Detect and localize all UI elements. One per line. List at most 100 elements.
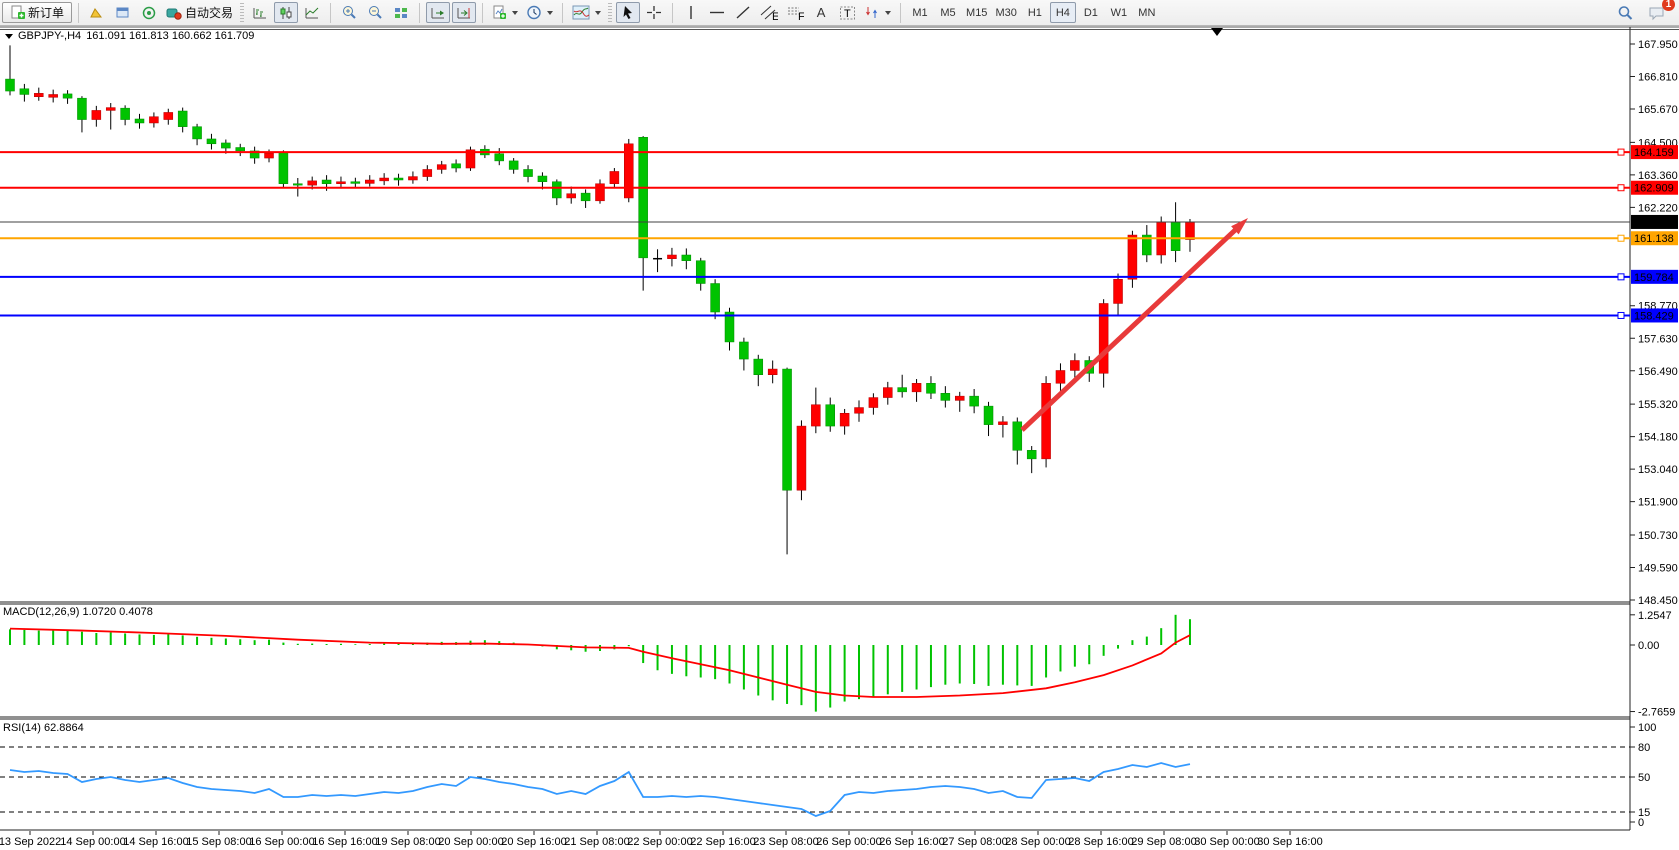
line-anchor-marker[interactable]: [1617, 184, 1625, 192]
market-watch-button[interactable]: [85, 2, 109, 23]
price-tick-label: 148.450: [1638, 595, 1678, 607]
auto-scroll-button[interactable]: [426, 2, 451, 23]
indicators-button[interactable]: [569, 2, 604, 23]
timeframe-button-h4[interactable]: H4: [1049, 2, 1076, 23]
arrows-icon: [866, 7, 877, 18]
trend-arrow-annotation[interactable]: [1020, 218, 1248, 432]
tile-windows-button[interactable]: [389, 2, 413, 23]
price-badge-label: 161.709: [1634, 217, 1674, 229]
separator: [78, 2, 80, 23]
price-badge-label: 158.429: [1634, 310, 1674, 322]
candle-body: [523, 169, 533, 177]
horizontal-lines: [0, 148, 1630, 319]
separator: [900, 2, 902, 23]
line-anchor-marker[interactable]: [1617, 234, 1625, 242]
timeframe-button-m30[interactable]: M30: [995, 6, 1017, 19]
trendline-tool-button[interactable]: [731, 2, 755, 23]
rsi-axis-label: 15: [1638, 807, 1650, 819]
timeframe-button-m15[interactable]: M15: [966, 6, 988, 19]
toolbar-grip: [608, 2, 613, 23]
timeframe-button-mn[interactable]: MN: [1138, 6, 1156, 19]
time-tick-label: 22 Sep 00:00: [627, 836, 692, 848]
price-badge-label: 159.784: [1634, 272, 1674, 284]
bar-chart-button[interactable]: [248, 2, 272, 23]
bar-chart-icon: [253, 7, 267, 18]
price-tick-label: 157.630: [1638, 333, 1678, 345]
candle-body: [451, 163, 461, 169]
price-axis[interactable]: 167.950166.810165.670164.500163.360162.2…: [1630, 39, 1678, 607]
fibo-sub: F: [798, 11, 804, 21]
timeframe-button-m5[interactable]: M5: [940, 6, 956, 19]
label-tool-button[interactable]: T: [835, 2, 859, 23]
timeframe-button-d1[interactable]: D1: [1083, 6, 1098, 19]
timeframe-button-m1[interactable]: M1: [912, 6, 928, 19]
timeframe-button-h1[interactable]: H1: [1027, 6, 1042, 19]
auto-trading-button[interactable]: 自动交易: [163, 2, 236, 23]
zoom-in-button[interactable]: [337, 2, 361, 23]
notifications-button[interactable]: 1: [1645, 0, 1675, 23]
equidistant-channel-icon: E: [760, 5, 778, 21]
candle-body: [782, 368, 792, 491]
price-tick-label: 149.590: [1638, 562, 1678, 574]
chart-shift-button[interactable]: [452, 2, 477, 23]
candle-body: [350, 181, 361, 184]
rsi-axis-label: 50: [1638, 772, 1650, 784]
trend-arrow-shaft: [1020, 227, 1239, 432]
price-tick-label: 163.360: [1638, 170, 1678, 182]
price-badge-label: 161.138: [1634, 233, 1674, 245]
line-anchor-marker[interactable]: [1617, 273, 1625, 281]
chart-title[interactable]: GBPJPY-,H4 161.091 161.813 160.662 161.7…: [5, 30, 254, 42]
time-tick-label: 22 Sep 16:00: [690, 836, 755, 848]
hline-tool-button[interactable]: [705, 2, 729, 23]
toolbar-grip: [240, 2, 245, 23]
time-tick-label: 20 Sep 00:00: [438, 836, 503, 848]
periods-button[interactable]: [523, 2, 556, 23]
candle-body: [206, 138, 217, 145]
macd-signal-line: [9, 627, 1191, 698]
timeframe-button-w1[interactable]: W1: [1110, 6, 1128, 19]
line-chart-button[interactable]: [300, 2, 324, 23]
chart-expander-icon[interactable]: [5, 33, 13, 39]
zoom-in-icon: [343, 6, 356, 19]
price-badge: [1631, 180, 1678, 195]
candle-body: [1055, 370, 1066, 384]
text-tool-button[interactable]: A: [809, 2, 833, 23]
rsi-axis-label: 0: [1638, 817, 1644, 829]
separator: [672, 2, 674, 23]
arrows-tool-button[interactable]: [861, 2, 894, 23]
price-badge: [1631, 214, 1678, 229]
rsi-panel[interactable]: 100 80 50 150: [0, 722, 1656, 829]
crosshair-tool-button[interactable]: [642, 2, 666, 23]
macd-panel[interactable]: 1.2547 0.00 -2.7659: [9, 610, 1675, 719]
time-tick-label: 21 Sep 08:00: [564, 836, 629, 848]
candle-body: [926, 383, 936, 394]
price-tick-label: 156.490: [1638, 366, 1678, 378]
time-tick-label: 16 Sep 16:00: [312, 836, 377, 848]
time-tick-label: 13 Sep 2022: [0, 836, 61, 848]
candlestick-chart-button[interactable]: [274, 2, 299, 23]
line-anchor-marker[interactable]: [1617, 148, 1625, 156]
navigator-button[interactable]: [111, 2, 135, 23]
candle-body: [365, 179, 375, 184]
vline-tool-button[interactable]: [679, 2, 703, 23]
new-chart-button[interactable]: [489, 2, 521, 23]
candle-body: [163, 112, 174, 120]
candle-body: [739, 341, 749, 360]
fibonacci-tool-button[interactable]: F: [783, 2, 807, 23]
time-tick-label: 14 Sep 00:00: [60, 836, 125, 848]
new-order-button[interactable]: 新订单: [2, 2, 73, 23]
zoom-out-button[interactable]: [363, 2, 387, 23]
cursor-tool-button[interactable]: [616, 2, 641, 23]
price-tick-label: 150.730: [1638, 530, 1678, 542]
chart-shift-marker[interactable]: [1211, 28, 1223, 36]
search-button[interactable]: [1613, 2, 1637, 23]
signals-button[interactable]: [137, 2, 161, 23]
channel-tool-button[interactable]: E: [757, 2, 781, 23]
line-anchor-marker[interactable]: [1617, 311, 1625, 319]
macd-indicator-label: MACD(12,26,9) 1.0720 0.4078: [3, 606, 153, 618]
candle-body: [1012, 421, 1023, 451]
candle-body: [825, 404, 835, 427]
main-toolbar: 新订单 自动交易 E F A T M1 M5 M15 M30 H1 H4 D1 W1 MN 1: [0, 0, 1679, 26]
